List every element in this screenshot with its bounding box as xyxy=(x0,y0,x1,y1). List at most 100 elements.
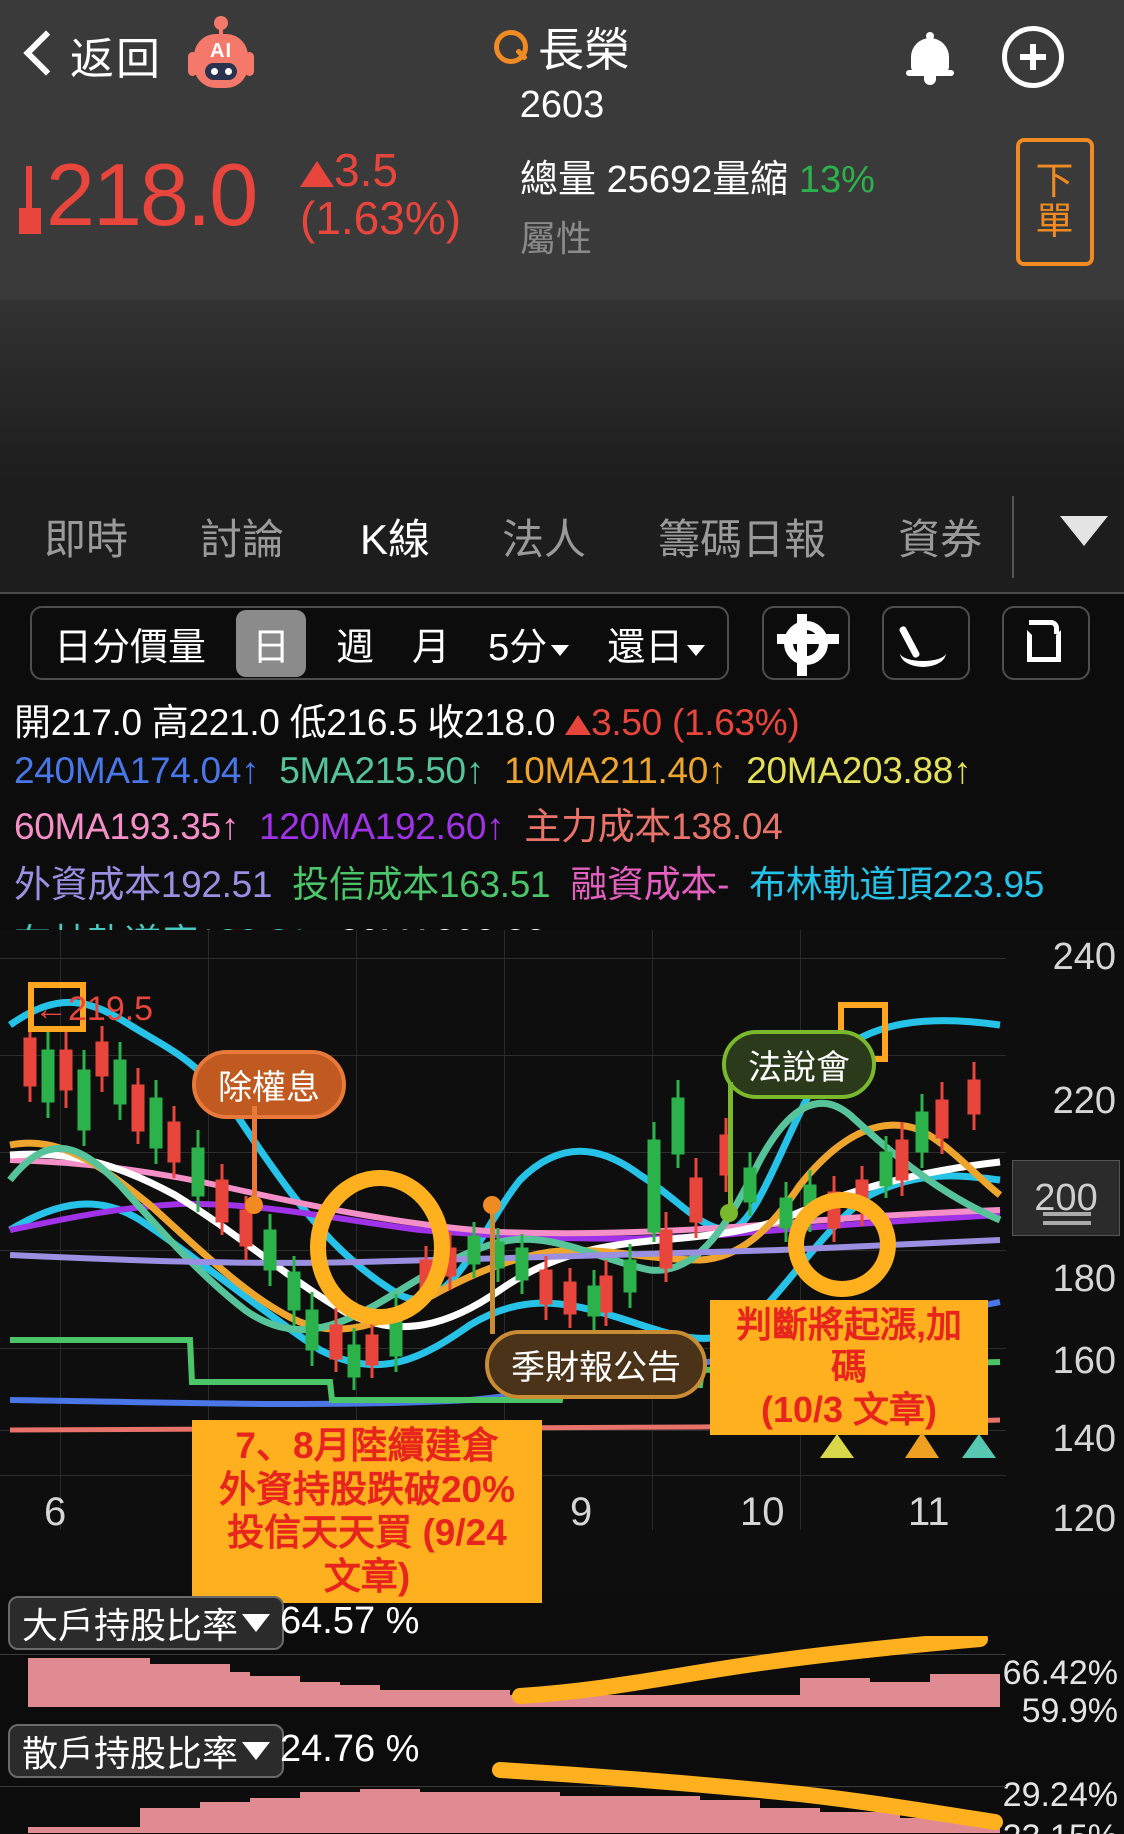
kline-chart[interactable]: 240 220 200 180 160 140 120 6 7 9 10 11 xyxy=(0,930,1124,1603)
y-tick-240: 240 xyxy=(1052,936,1116,978)
bell-icon[interactable] xyxy=(904,30,956,86)
volume-line: 總量 25692量縮 13% xyxy=(520,148,875,203)
drag-handle[interactable] xyxy=(1043,1207,1091,1225)
price-marker-label: ←219.5 xyxy=(34,990,154,1028)
ma-line-1: 240MA174.04↑ 5MA215.50↑ 10MA211.40↑ 20MA… xyxy=(0,748,1124,794)
price-change-pct: (1.63%) xyxy=(300,192,462,245)
annotation-quarterly-report[interactable]: 季財報公告 xyxy=(485,1330,707,1399)
segment-5min[interactable]: 5分 xyxy=(480,612,577,675)
retail-holder-selector[interactable]: 散戶持股比率 xyxy=(8,1724,285,1778)
signal-triangle-yellow xyxy=(820,1434,854,1458)
stock-title-block[interactable]: 長榮 2603 xyxy=(0,14,1124,127)
volume-label: 總量 xyxy=(520,159,597,201)
order-button[interactable]: 下單 xyxy=(1016,138,1094,266)
close-label: 收 xyxy=(427,702,465,743)
stock-name: 長榮 xyxy=(538,24,630,76)
big-holder-selector[interactable]: 大戶持股比率 xyxy=(8,1596,285,1650)
y-tick-180: 180 xyxy=(1052,1258,1116,1300)
highlight-circle-accumulation xyxy=(310,1170,450,1325)
chevron-down-icon xyxy=(242,1742,271,1760)
tab-margin[interactable]: 資券 xyxy=(898,515,983,563)
draw-button[interactable] xyxy=(882,606,970,680)
big-holder-bars xyxy=(28,1658,1000,1707)
attribute-label: 屬性 xyxy=(520,218,593,259)
annotation-anchor-dot xyxy=(720,1204,738,1222)
retail-holder-label: 散戶持股比率 xyxy=(22,1733,239,1774)
settings-button[interactable] xyxy=(762,606,850,680)
foreign-cost-value: 192.51 xyxy=(160,864,273,905)
annotation-anchor-dot xyxy=(483,1196,501,1214)
retail-holder-axis-bottom: 23.15% xyxy=(1003,1818,1118,1834)
gridline-v xyxy=(208,930,209,1530)
segment-month[interactable]: 月 xyxy=(412,626,451,669)
stock-code: 2603 xyxy=(519,84,605,126)
segment-adjusted[interactable]: 還日 xyxy=(599,612,713,675)
trust-cost-label: 投信成本 xyxy=(292,864,439,905)
price-change-block: 3.5 (1.63%) xyxy=(300,146,461,243)
ma-20: 20MA203.88 xyxy=(746,750,954,791)
tab-realtime[interactable]: 即時 xyxy=(44,515,129,563)
callout-uptrend: 判斷將起漲,加碼 (10/3 文章) xyxy=(710,1300,988,1436)
callout-accumulation: 7、8月陸續建倉 外資持股跌破20% 投信天天買 (9/24 文章) xyxy=(192,1420,542,1603)
main-cost-label: 主力成本 xyxy=(524,806,672,847)
ma-120: 120MA192.60 xyxy=(259,806,487,847)
volume-state: 量縮 xyxy=(712,159,789,201)
hover-price-box[interactable]: 200 xyxy=(1012,1160,1120,1236)
ma-5-arrow: ↑ xyxy=(465,750,485,791)
high-value: 221.0 xyxy=(188,702,280,743)
callout-accumulation-line3: 投信天天買 (9/24 xyxy=(227,1512,507,1554)
callout-accumulation-line4: 文章) xyxy=(323,1555,411,1597)
segment-week[interactable]: 週 xyxy=(336,626,375,669)
annotation-investor-conference[interactable]: 法說會 xyxy=(722,1030,876,1099)
tab-divider xyxy=(1012,496,1014,578)
header-gradient-band xyxy=(0,300,1124,480)
chevron-down-icon[interactable] xyxy=(1060,516,1108,546)
timeframe-segment[interactable]: 日分價量 日 週 月 5分 還日 xyxy=(30,606,730,680)
snapshot-button[interactable] xyxy=(1002,606,1090,680)
crop-icon xyxy=(1023,620,1069,666)
triangle-up-icon xyxy=(300,161,334,187)
chevron-down-icon xyxy=(242,1614,271,1632)
top-header: 返回 AI 長榮 2603 218.0 xyxy=(0,0,1124,300)
triangle-up-icon xyxy=(565,715,592,735)
tab-discussion[interactable]: 討論 xyxy=(200,515,285,563)
search-icon[interactable] xyxy=(494,30,528,64)
ma-5: 5MA215.50 xyxy=(279,750,466,791)
gridline xyxy=(0,1654,1006,1655)
annotation-ex-dividend[interactable]: 除權息 xyxy=(192,1050,346,1119)
callout-uptrend-line2: (10/3 文章) xyxy=(760,1388,938,1430)
y-tick-140: 140 xyxy=(1052,1418,1116,1460)
gridline xyxy=(0,1152,1006,1153)
x-tick-6: 6 xyxy=(44,1490,67,1534)
ma-20-arrow: ↑ xyxy=(953,750,972,791)
boll-top-value: 223.95 xyxy=(932,864,1045,905)
back-label: 返回 xyxy=(70,35,162,84)
ohlc-line: 開217.0 高221.0 低216.5 收218.0 3.50 (1.63%) xyxy=(0,690,1124,748)
volume-value: 25692 xyxy=(606,159,713,201)
highlight-trend-stroke xyxy=(492,1762,1003,1830)
quote-change: 3.50 xyxy=(591,702,662,743)
big-holder-axis-top: 66.42% xyxy=(1002,1654,1118,1692)
ma-10: 10MA211.40 xyxy=(504,750,709,791)
retail-holder-trendline xyxy=(492,1762,1003,1830)
retail-holder-panel: 散戶持股比率 24.76 % 29.24% 23.15% xyxy=(0,1720,1124,1834)
plus-circle-icon[interactable] xyxy=(1002,26,1064,88)
big-holder-panel: 大戶持股比率 64.57 % 66.42% 59.9% xyxy=(0,1592,1124,1730)
big-holder-value: 64.57 % xyxy=(280,1600,420,1642)
open-label: 開 xyxy=(14,702,51,743)
ai-robot-icon[interactable]: AI xyxy=(188,16,254,90)
last-price: 218.0 xyxy=(46,145,258,244)
ma-60-arrow: ↑ xyxy=(220,806,240,847)
tab-chip-report[interactable]: 籌碼日報 xyxy=(658,515,827,563)
y-tick-160: 160 xyxy=(1052,1340,1116,1382)
back-button[interactable]: 返回 AI xyxy=(22,16,254,90)
tab-kline[interactable]: K線 xyxy=(360,515,431,563)
volume-pct: 13% xyxy=(798,159,875,201)
tab-institution[interactable]: 法人 xyxy=(502,515,587,563)
gridline xyxy=(0,1055,1006,1056)
segment-day[interactable]: 日 xyxy=(236,609,307,677)
callout-accumulation-line1: 7、8月陸續建倉 xyxy=(235,1425,499,1466)
price-marker-box xyxy=(28,982,86,1032)
segment-day-price-volume[interactable]: 日分價量 xyxy=(54,626,207,669)
